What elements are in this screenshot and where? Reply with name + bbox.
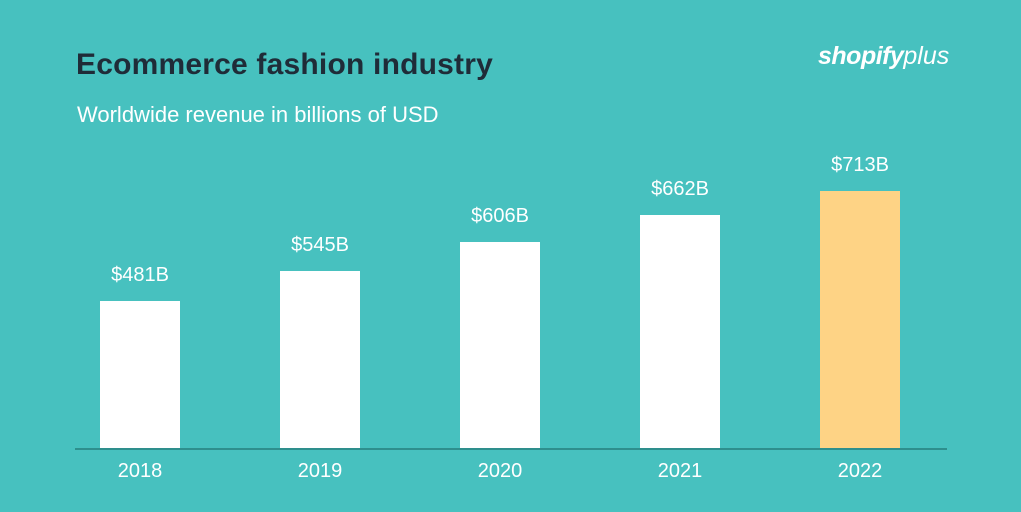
x-tick-label-2022: 2022 (837, 460, 883, 482)
bar-2021 (640, 215, 720, 448)
bar-2018 (100, 301, 180, 448)
x-tick-label-2020: 2020 (477, 460, 523, 482)
shopify-plus-logo: shopifyplus (818, 42, 949, 71)
logo-shopify-text: shopify (818, 42, 904, 70)
x-axis-baseline (75, 448, 947, 450)
value-label-2018: $481B (111, 264, 169, 286)
x-tick-label-2019: 2019 (297, 460, 343, 482)
value-label-2022: $713B (831, 154, 889, 176)
x-tick-label-2021: 2021 (657, 460, 703, 482)
bar-2020 (460, 242, 540, 448)
chart-title: Ecommerce fashion industry (76, 48, 493, 81)
chart-subtitle: Worldwide revenue in billions of USD (77, 102, 439, 127)
value-label-2021: $662B (651, 178, 709, 200)
logo-plus-text: plus (903, 42, 950, 70)
x-tick-label-2018: 2018 (117, 460, 163, 482)
value-label-2020: $606B (471, 205, 529, 227)
bar-2022 (820, 191, 900, 448)
value-label-2019: $545B (291, 234, 349, 256)
bar-2019 (280, 271, 360, 448)
